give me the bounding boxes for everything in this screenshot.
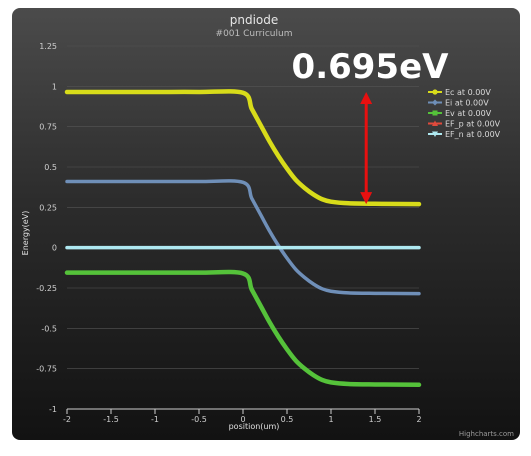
band-gap-annotation: 0.695eV [292,47,450,87]
x-tick-label: -0.5 [191,415,207,424]
legend-item-5[interactable]: EF_n at 0.00V [428,130,501,139]
x-tick-label: -2 [63,415,71,424]
credits-link[interactable]: Highcharts.com [459,430,514,438]
chart-card: -1 -0.75 -0.5 -0.25 0 0.25 0.5 0.75 1 1.25 -2 -1.5 -… [12,8,520,440]
y-tick-label: 0.25 [39,203,57,212]
legend-label: EF_p at 0.00V [445,120,501,129]
legend-item-1[interactable]: Ec at 0.00V [428,88,491,97]
y-tick-label: 0.5 [44,163,57,172]
legend-marker-diamond [432,100,438,106]
chart-subtitle: #001 Curriculum [216,29,293,39]
legend-item-3[interactable]: Ev at 0.00V [428,109,492,118]
legend-item-2[interactable]: Ei at 0.00V [428,99,489,108]
y-tick-label: 1 [52,82,57,91]
x-tick-label: 2 [416,415,421,424]
chart-title: pndiode [230,13,279,27]
y-tick-label: 0 [52,244,57,253]
legend-marker-square [433,111,438,116]
y-axis-label: Energy(eV) [21,211,30,256]
x-tick-label: -1.5 [103,415,119,424]
y-tick-label: 1.25 [39,42,57,51]
y-tick-label: -0.75 [36,365,57,374]
y-tick-label: -0.25 [36,284,57,293]
legend-label: Ei at 0.00V [445,99,489,108]
legend-marker-circle [432,89,437,94]
x-axis-label: position(um) [229,422,280,431]
band-gap-arrow-head-up [360,92,372,104]
legend-label: EF_n at 0.00V [445,130,501,139]
energy-band-chart: -1 -0.75 -0.5 -0.25 0 0.25 0.5 0.75 1 1.25 -2 -1.5 -… [12,8,520,440]
x-tick-label: -1 [151,415,159,424]
legend-item-4[interactable]: EF_p at 0.00V [428,120,501,129]
x-tick-label: 1 [328,415,333,424]
y-tick-label: -1 [49,405,57,414]
annotation-layer [360,92,372,204]
y-tick-label: -0.5 [41,324,57,333]
legend-label: Ec at 0.00V [445,88,491,97]
x-tick-label: 0.5 [281,415,294,424]
y-tick-label: 0.75 [39,123,57,132]
x-tick-label: 1.5 [369,415,382,424]
legend-label: Ev at 0.00V [445,109,492,118]
